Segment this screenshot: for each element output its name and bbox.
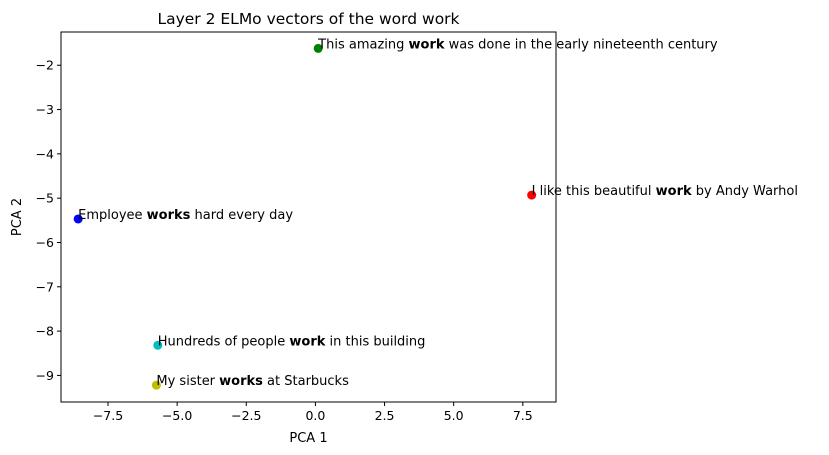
point-annotation: My sister works at Starbucks [156,374,349,389]
plot-frame [60,31,557,403]
x-tick-label: −5.0 [162,408,192,423]
x-tick-label: 2.5 [375,408,395,423]
chart-title: Layer 2 ELMo vectors of the word work [157,10,459,28]
y-tick-label: −8 [36,324,54,339]
data-point [527,190,537,200]
x-axis-label: PCA 1 [289,431,327,446]
x-tick-label: 0.0 [305,408,325,423]
y-tick-label: −5 [36,191,54,206]
data-point [151,380,161,390]
point-annotation: This amazing work was done in the early … [317,37,718,52]
y-tick-label: −6 [36,235,54,250]
x-tick-label: 7.5 [513,408,533,423]
y-tick-label: −7 [36,279,54,294]
y-tick-label: −9 [36,368,54,383]
point-annotation: Hundreds of people work in this building [158,334,426,349]
data-point [153,340,163,350]
data-point [73,214,83,224]
x-tick-label: −2.5 [231,408,261,423]
x-tick-label: 5.0 [444,408,464,423]
point-annotation: I like this beautiful work by Andy Warho… [532,184,798,199]
y-tick-label: −2 [36,58,54,73]
data-point [313,43,323,53]
x-tick-label: −7.5 [93,408,123,423]
y-tick-label: −4 [36,146,54,161]
y-axis-label: PCA 2 [10,198,25,236]
y-tick-label: −3 [36,102,54,117]
point-annotation: Employee works hard every day [78,208,293,223]
